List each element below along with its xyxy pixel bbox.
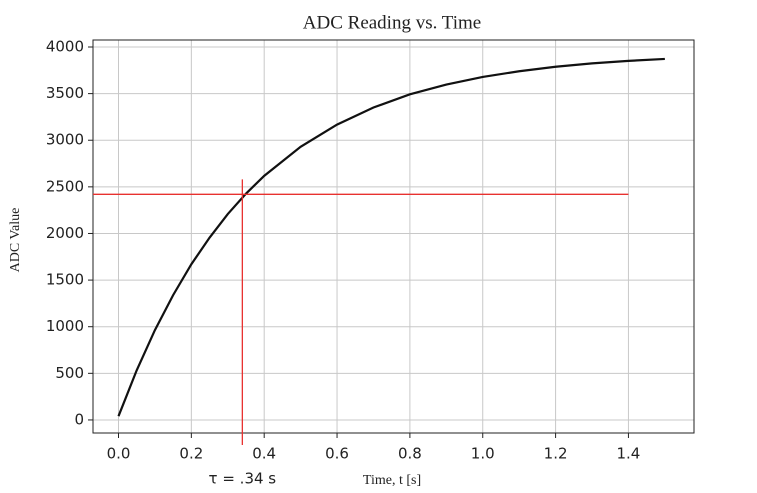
x-tick-label: 1.4 <box>617 445 641 463</box>
data-line <box>117 57 665 417</box>
y-tick-label: 3000 <box>46 131 84 149</box>
y-tick-label: 3500 <box>46 84 84 102</box>
y-tick-label: 1500 <box>46 271 84 289</box>
x-tick-label: 0.0 <box>107 445 131 463</box>
y-tick-label: 2500 <box>46 177 84 195</box>
plot-frame <box>92 39 695 434</box>
y-tick-label: 500 <box>55 364 84 382</box>
x-tick-label: 0.4 <box>252 445 276 463</box>
y-tick-label: 1000 <box>46 317 84 335</box>
x-axis-label: Time, t [s] <box>363 473 421 488</box>
y-tick-label: 2000 <box>46 224 84 242</box>
x-tick-label: 0.8 <box>398 445 422 463</box>
x-tick-label: 0.6 <box>325 445 349 463</box>
x-tick-label: 0.2 <box>179 445 203 463</box>
y-tick-label: 0 <box>74 410 84 428</box>
chart-title: ADC Reading vs. Time <box>303 12 481 33</box>
x-tick-label: 1.2 <box>544 445 568 463</box>
y-axis-label: ADC Value <box>8 208 23 273</box>
y-tick-label: 4000 <box>46 37 84 55</box>
x-tick-label: 1.0 <box>471 445 495 463</box>
annotation-text: τ = .34 s <box>209 470 277 488</box>
